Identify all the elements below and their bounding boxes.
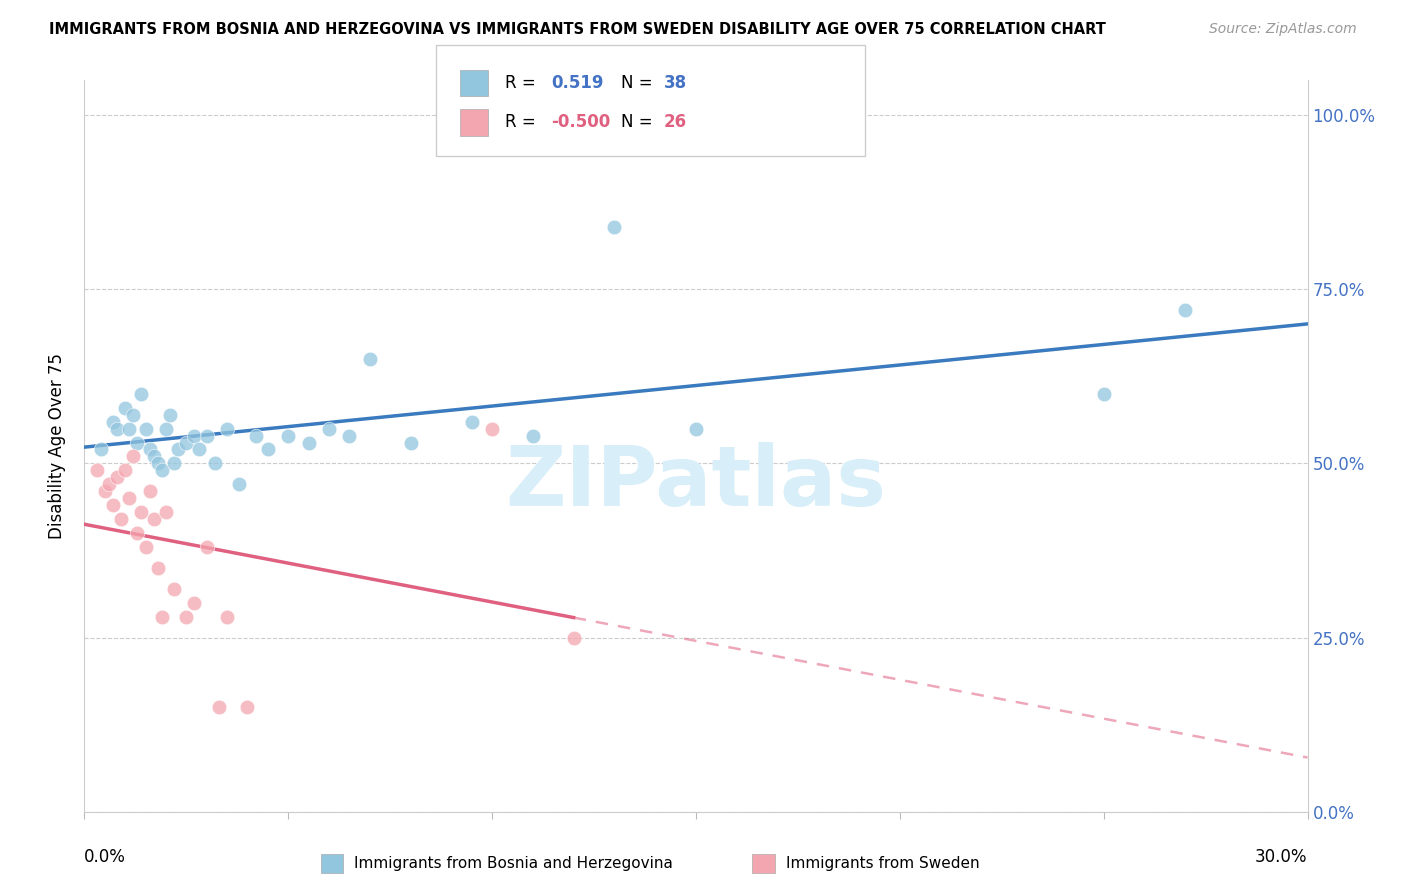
Point (146, 561, 169, 575)
Point (122, 450, 145, 464)
Point (217, 421, 239, 435)
Y-axis label: Disability Age Over 75: Disability Age Over 75 (48, 353, 66, 539)
Point (163, 582, 186, 596)
Point (93, 484, 115, 499)
Point (257, 442, 280, 457)
Point (155, 421, 177, 435)
Point (146, 457, 169, 471)
Point (142, 512, 165, 526)
Point (122, 408, 145, 422)
Point (142, 450, 165, 464)
Point (245, 428, 267, 442)
Text: Source: ZipAtlas.com: Source: ZipAtlas.com (1209, 22, 1357, 37)
Point (114, 463, 136, 477)
Point (105, 470, 128, 484)
Point (138, 442, 160, 457)
Point (217, 609, 239, 624)
Point (359, 351, 381, 366)
Text: 0.519: 0.519 (551, 74, 603, 92)
Point (174, 609, 197, 624)
Point (183, 596, 205, 610)
Point (90, 442, 112, 457)
Point (339, 428, 361, 442)
Point (138, 484, 160, 499)
Point (101, 415, 124, 429)
Point (131, 505, 153, 519)
Point (461, 415, 484, 429)
Point (86, 463, 108, 477)
Text: N =: N = (621, 74, 652, 92)
Point (159, 408, 181, 422)
Point (277, 428, 299, 442)
Text: 30.0%: 30.0% (1256, 848, 1308, 866)
Point (105, 421, 128, 435)
Point (318, 421, 340, 435)
Point (1174, 303, 1197, 318)
Text: 26: 26 (664, 113, 686, 131)
Text: -0.500: -0.500 (551, 113, 610, 131)
Text: R =: R = (505, 74, 536, 92)
Point (522, 428, 544, 442)
Point (195, 540, 218, 554)
Point (236, 700, 259, 714)
Point (97, 477, 120, 491)
Point (150, 463, 173, 477)
Text: R =: R = (505, 113, 536, 131)
Point (118, 491, 141, 506)
Point (131, 386, 153, 401)
Point (118, 421, 141, 435)
Text: IMMIGRANTS FROM BOSNIA AND HERZEGOVINA VS IMMIGRANTS FROM SWEDEN DISABILITY AGE : IMMIGRANTS FROM BOSNIA AND HERZEGOVINA V… (49, 22, 1107, 37)
Point (101, 498, 124, 512)
Point (135, 540, 157, 554)
Text: Immigrants from Bosnia and Herzegovina: Immigrants from Bosnia and Herzegovina (354, 856, 673, 871)
Point (127, 526, 149, 541)
Point (135, 421, 157, 435)
Point (228, 477, 250, 491)
Point (1092, 386, 1115, 401)
Point (114, 401, 136, 415)
Point (174, 435, 197, 450)
Text: N =: N = (621, 113, 652, 131)
Point (163, 457, 186, 471)
Point (562, 631, 585, 645)
Point (155, 505, 177, 519)
Point (167, 442, 190, 457)
Point (685, 421, 707, 435)
Text: 38: 38 (664, 74, 686, 92)
Text: ZIPatlas: ZIPatlas (506, 442, 886, 523)
Point (603, 219, 626, 234)
Point (481, 421, 503, 435)
Point (187, 442, 209, 457)
Point (183, 428, 205, 442)
Point (208, 700, 231, 714)
Point (195, 428, 218, 442)
Point (127, 435, 149, 450)
Text: 0.0%: 0.0% (84, 848, 127, 866)
Point (204, 457, 226, 471)
Point (399, 435, 422, 450)
Point (298, 435, 321, 450)
Point (150, 609, 173, 624)
Point (110, 512, 132, 526)
Text: Immigrants from Sweden: Immigrants from Sweden (786, 856, 980, 871)
